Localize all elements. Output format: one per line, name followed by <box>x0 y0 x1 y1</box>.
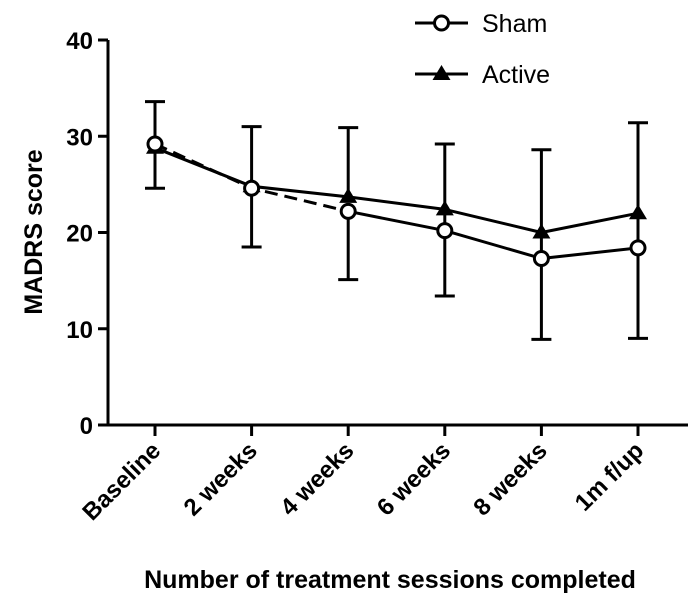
active-point <box>339 187 358 203</box>
legend-sham-label: Sham <box>482 10 547 38</box>
active-point <box>629 204 647 220</box>
x-tick-label: 8 weeks <box>468 437 552 521</box>
y-tick-label: 0 <box>80 413 93 440</box>
y-tick-label: 30 <box>66 124 93 151</box>
series-layer <box>145 100 648 341</box>
legend-active-marker <box>432 65 451 80</box>
x-axis-title: Number of treatment sessions completed <box>144 566 636 594</box>
legend-active-label: Active <box>482 61 550 89</box>
legend-sham-marker <box>433 14 450 32</box>
x-tick-label: 4 weeks <box>275 437 359 521</box>
sham-point <box>243 179 261 197</box>
x-ticks: Baseline 2 weeks 4 weeks 6 weeks 8 weeks 1m f… <box>77 425 649 526</box>
sham-point <box>436 222 454 240</box>
x-tick-label: Baseline <box>77 437 166 526</box>
x-tick-label: 1m f/up <box>570 437 649 516</box>
y-axis-title: MADRS score <box>20 149 48 314</box>
x-tick-label: 6 weeks <box>372 437 456 521</box>
x-tick-label: 2 weeks <box>179 437 263 521</box>
sham-point <box>532 249 550 267</box>
y-tick-label: 40 <box>66 28 93 55</box>
y-ticks: 0 10 20 30 40 <box>66 28 108 440</box>
legend: Sham Active <box>415 10 550 89</box>
y-tick-label: 20 <box>66 221 93 248</box>
sham-point <box>629 239 647 257</box>
active-point <box>532 223 551 239</box>
sham-point <box>339 202 357 220</box>
sham-point <box>146 135 164 153</box>
sham-series-line <box>347 209 639 260</box>
active-point <box>435 200 454 216</box>
y-tick-label: 10 <box>66 317 93 344</box>
